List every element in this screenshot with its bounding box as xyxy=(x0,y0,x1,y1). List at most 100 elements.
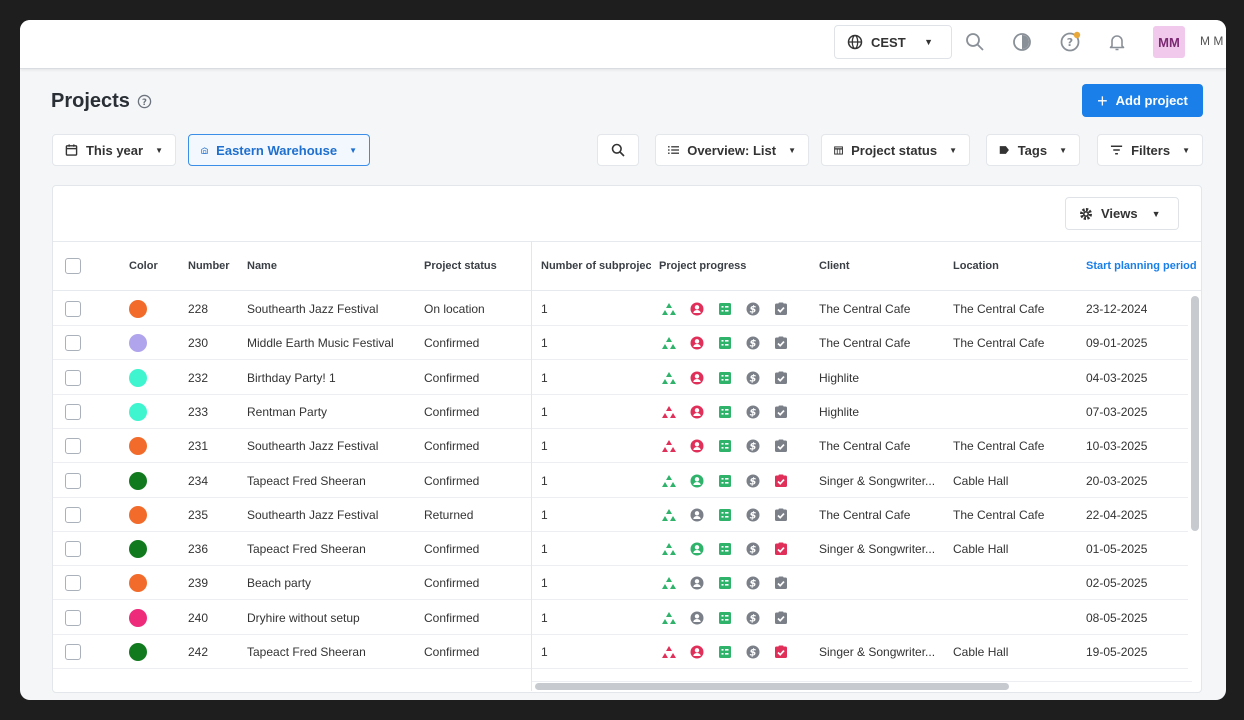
checklist-icon[interactable] xyxy=(773,610,790,626)
checklist-icon[interactable] xyxy=(773,541,790,557)
row-checkbox[interactable] xyxy=(65,369,81,386)
project-name[interactable]: Tapeact Fred Sheeran xyxy=(247,542,366,557)
finance-icon[interactable]: $ xyxy=(745,473,762,489)
filters-button[interactable]: Filters ▼ xyxy=(1097,134,1203,166)
finance-icon[interactable]: $ xyxy=(745,335,762,351)
search-icon[interactable] xyxy=(963,30,987,54)
equipment-icon[interactable] xyxy=(661,370,678,386)
finance-icon[interactable]: $ xyxy=(745,541,762,557)
documents-icon[interactable] xyxy=(717,610,734,626)
col-client[interactable]: Client xyxy=(819,260,850,272)
table-row[interactable]: 231 Southearth Jazz Festival Confirmed 1… xyxy=(53,429,1188,464)
equipment-icon[interactable] xyxy=(661,644,678,660)
documents-icon[interactable] xyxy=(717,335,734,351)
checklist-icon[interactable] xyxy=(773,438,790,454)
help-circle-icon[interactable]: ? xyxy=(137,94,152,109)
table-row[interactable]: 233 Rentman Party Confirmed 1 $ Highlite… xyxy=(53,395,1188,429)
finance-icon[interactable]: $ xyxy=(745,301,762,317)
crew-icon[interactable] xyxy=(689,370,706,386)
table-row[interactable]: 232 Birthday Party! 1 Confirmed 1 $ High… xyxy=(53,361,1188,395)
documents-icon[interactable] xyxy=(717,575,734,591)
col-name[interactable]: Name xyxy=(247,260,277,272)
col-subprojects[interactable]: Number of subproject xyxy=(541,260,651,272)
project-name[interactable]: Birthday Party! 1 xyxy=(247,370,336,385)
equipment-icon[interactable] xyxy=(661,575,678,591)
views-button[interactable]: Views ▼ xyxy=(1065,197,1179,230)
documents-icon[interactable] xyxy=(717,404,734,420)
documents-icon[interactable] xyxy=(717,507,734,523)
equipment-icon[interactable] xyxy=(661,507,678,523)
crew-icon[interactable] xyxy=(689,438,706,454)
row-checkbox[interactable] xyxy=(65,506,81,523)
documents-icon[interactable] xyxy=(717,473,734,489)
finance-icon[interactable]: $ xyxy=(745,370,762,386)
col-start-planning[interactable]: Start planning period xyxy=(1086,260,1197,272)
row-checkbox[interactable] xyxy=(65,575,81,592)
table-search-button[interactable] xyxy=(597,134,639,166)
row-checkbox[interactable] xyxy=(65,609,81,626)
equipment-icon[interactable] xyxy=(661,610,678,626)
project-name[interactable]: Rentman Party xyxy=(247,404,328,419)
checklist-icon[interactable] xyxy=(773,370,790,386)
period-filter[interactable]: This year ▼ xyxy=(52,134,176,166)
col-color[interactable]: Color xyxy=(129,260,158,272)
col-status[interactable]: Project status xyxy=(424,260,497,272)
add-project-button[interactable]: + Add project xyxy=(1082,84,1203,117)
row-checkbox[interactable] xyxy=(65,644,81,660)
project-name[interactable]: Middle Earth Music Festival xyxy=(247,336,394,351)
checklist-icon[interactable] xyxy=(773,404,790,420)
row-checkbox[interactable] xyxy=(65,541,81,558)
theme-icon[interactable] xyxy=(1010,30,1034,54)
table-row[interactable]: 239 Beach party Confirmed 1 $ 02-05-2025 xyxy=(53,566,1188,601)
crew-icon[interactable] xyxy=(689,610,706,626)
horizontal-scrollbar[interactable] xyxy=(535,683,1009,690)
checklist-icon[interactable] xyxy=(773,301,790,317)
overview-selector[interactable]: Overview: List ▼ xyxy=(655,134,809,166)
col-number[interactable]: Number xyxy=(188,260,230,272)
user-name[interactable]: M M xyxy=(1200,34,1224,48)
table-row[interactable]: 236 Tapeact Fred Sheeran Confirmed 1 $ S… xyxy=(53,532,1188,567)
checklist-icon[interactable] xyxy=(773,473,790,489)
checklist-icon[interactable] xyxy=(773,575,790,591)
project-name[interactable]: Dryhire without setup xyxy=(247,610,360,625)
col-location[interactable]: Location xyxy=(953,260,999,272)
project-name[interactable]: Southearth Jazz Festival xyxy=(247,507,379,522)
documents-icon[interactable] xyxy=(717,644,734,660)
table-row[interactable]: 235 Southearth Jazz Festival Returned 1 … xyxy=(53,498,1188,532)
row-checkbox[interactable] xyxy=(65,403,81,420)
crew-icon[interactable] xyxy=(689,644,706,660)
help-icon[interactable]: ? xyxy=(1058,30,1082,54)
select-all-checkbox[interactable] xyxy=(65,258,81,274)
equipment-icon[interactable] xyxy=(661,301,678,317)
row-checkbox[interactable] xyxy=(65,301,81,317)
row-checkbox[interactable] xyxy=(65,438,81,455)
equipment-icon[interactable] xyxy=(661,335,678,351)
crew-icon[interactable] xyxy=(689,575,706,591)
documents-icon[interactable] xyxy=(717,438,734,454)
table-row[interactable]: 242 Tapeact Fred Sheeran Confirmed 1 $ S… xyxy=(53,635,1188,669)
project-name[interactable]: Tapeact Fred Sheeran xyxy=(247,645,366,659)
crew-icon[interactable] xyxy=(689,335,706,351)
table-row[interactable]: 230 Middle Earth Music Festival Confirme… xyxy=(53,326,1188,361)
project-name[interactable]: Southearth Jazz Festival xyxy=(247,439,379,454)
avatar[interactable]: MM xyxy=(1153,26,1185,58)
finance-icon[interactable]: $ xyxy=(745,404,762,420)
row-checkbox[interactable] xyxy=(65,335,81,352)
finance-icon[interactable]: $ xyxy=(745,507,762,523)
timezone-selector[interactable]: CEST ▼ xyxy=(834,25,952,59)
documents-icon[interactable] xyxy=(717,301,734,317)
col-progress[interactable]: Project progress xyxy=(659,260,747,272)
notification-bell-icon[interactable] xyxy=(1105,30,1129,54)
equipment-icon[interactable] xyxy=(661,404,678,420)
documents-icon[interactable] xyxy=(717,541,734,557)
project-status-selector[interactable]: Project status ▼ xyxy=(821,134,970,166)
crew-icon[interactable] xyxy=(689,507,706,523)
table-row[interactable]: 228 Southearth Jazz Festival On location… xyxy=(53,292,1188,326)
finance-icon[interactable]: $ xyxy=(745,438,762,454)
equipment-icon[interactable] xyxy=(661,473,678,489)
warehouse-filter[interactable]: Eastern Warehouse ▼ xyxy=(188,134,370,166)
checklist-icon[interactable] xyxy=(773,507,790,523)
tags-filter[interactable]: Tags ▼ xyxy=(986,134,1080,166)
vertical-scrollbar[interactable] xyxy=(1191,296,1199,531)
crew-icon[interactable] xyxy=(689,541,706,557)
